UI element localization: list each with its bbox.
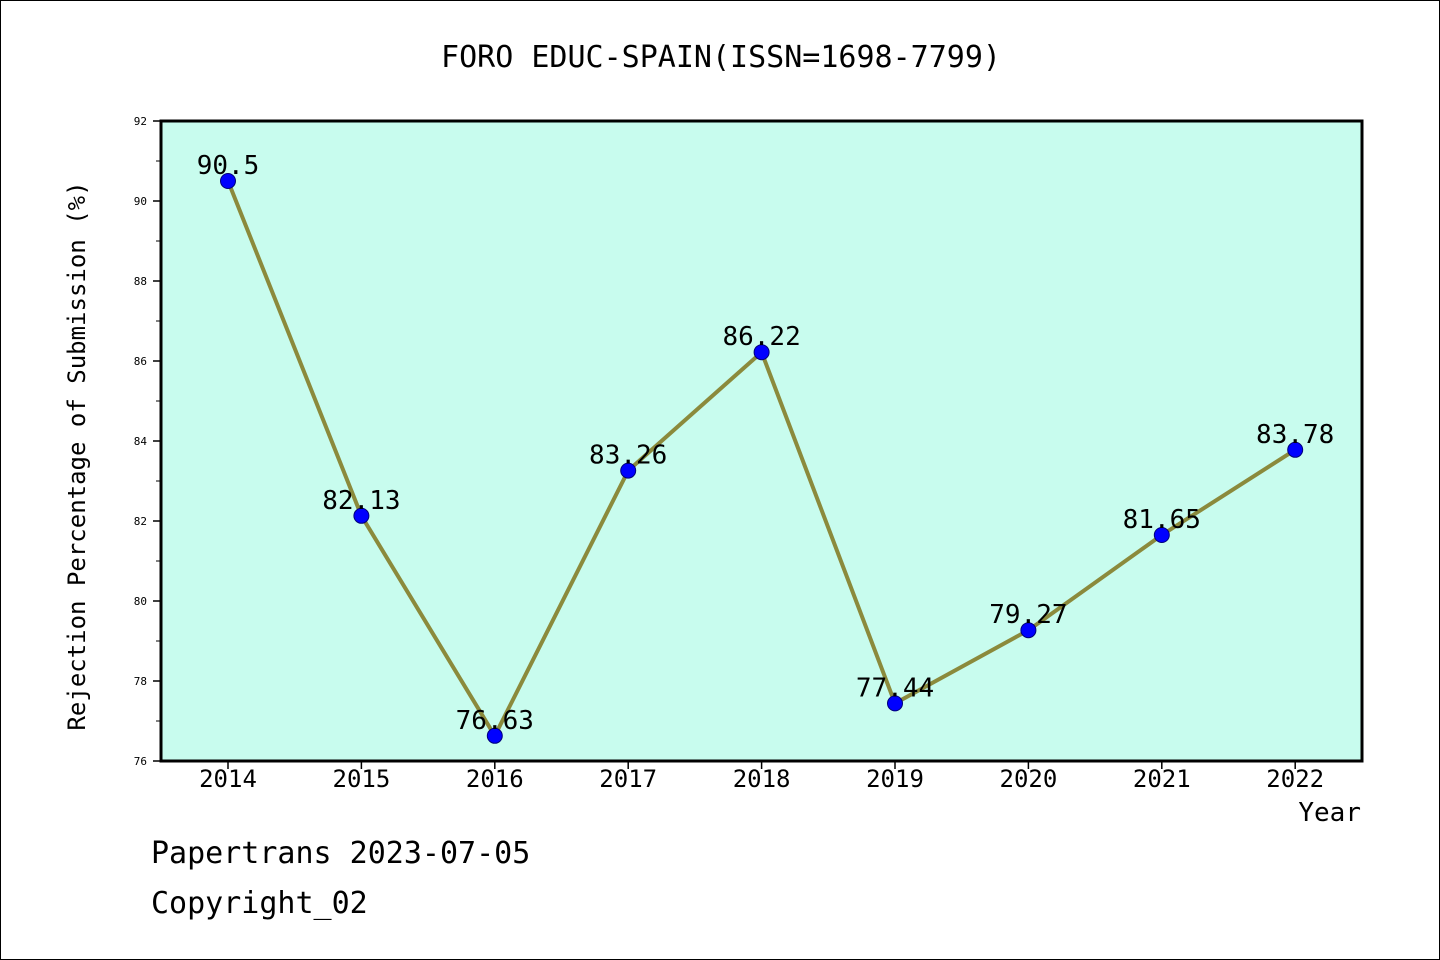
data-point bbox=[753, 344, 770, 361]
y-axis: 76 78 80 82 84 86 88 90 92 bbox=[134, 115, 161, 768]
chart-title: FORO EDUC-SPAIN(ISSN=1698-7799) bbox=[441, 40, 1001, 75]
data-point bbox=[486, 727, 503, 744]
x-tick-label: 2018 bbox=[733, 765, 791, 793]
series-layer: 90.5 82.13 76.63 83.26 86.22 77.44 79.27 81.65 8… bbox=[197, 151, 1334, 744]
x-tick-label: 2021 bbox=[1133, 765, 1191, 793]
data-point bbox=[887, 695, 903, 712]
footer-copyright: Copyright_02 bbox=[151, 886, 368, 921]
y-axis-label: Rejection Percentage of Submission (%) bbox=[63, 181, 91, 730]
y-tick-label: 78 bbox=[134, 675, 147, 688]
data-point bbox=[1287, 441, 1304, 458]
data-point bbox=[620, 462, 637, 479]
y-tick-label: 86 bbox=[134, 355, 147, 368]
y-tick-label: 76 bbox=[134, 755, 147, 768]
x-tick-label: 2019 bbox=[866, 765, 924, 793]
data-label: 77.44 bbox=[856, 673, 934, 703]
y-tick-label: 80 bbox=[134, 595, 147, 608]
data-point bbox=[220, 173, 236, 189]
plot-area bbox=[161, 121, 1362, 761]
data-label: 76.63 bbox=[456, 706, 534, 736]
x-tick-label: 2022 bbox=[1266, 765, 1324, 793]
data-label: 86.22 bbox=[722, 322, 800, 352]
x-tick-label: 2020 bbox=[1000, 765, 1058, 793]
x-tick-label: 2014 bbox=[199, 765, 257, 793]
x-axis-label: Year bbox=[1298, 798, 1361, 828]
y-tick-label: 82 bbox=[134, 515, 147, 528]
data-point bbox=[1153, 527, 1170, 543]
footer-credit: Papertrans 2023-07-05 bbox=[151, 836, 531, 871]
data-label: 81.65 bbox=[1123, 505, 1201, 535]
y-tick-label: 88 bbox=[134, 275, 147, 288]
y-tick-label: 92 bbox=[134, 115, 147, 128]
x-tick-label: 2015 bbox=[333, 765, 391, 793]
data-label: 83.78 bbox=[1256, 420, 1334, 450]
x-tick-label: 2017 bbox=[599, 765, 657, 793]
data-label: 83.26 bbox=[589, 441, 667, 471]
x-tick-label: 2016 bbox=[466, 765, 524, 793]
data-point bbox=[353, 507, 370, 524]
plot-border bbox=[159, 119, 1364, 763]
data-label: 90.5 bbox=[197, 151, 260, 181]
data-label: 82.13 bbox=[322, 486, 400, 516]
data-label: 79.27 bbox=[989, 600, 1067, 630]
x-axis: 2014 2015 2016 2017 2018 2019 2020 2021 2022 bbox=[199, 761, 1324, 793]
y-tick-label: 84 bbox=[134, 435, 148, 448]
y-tick-label: 90 bbox=[134, 195, 147, 208]
data-point bbox=[1020, 622, 1037, 639]
